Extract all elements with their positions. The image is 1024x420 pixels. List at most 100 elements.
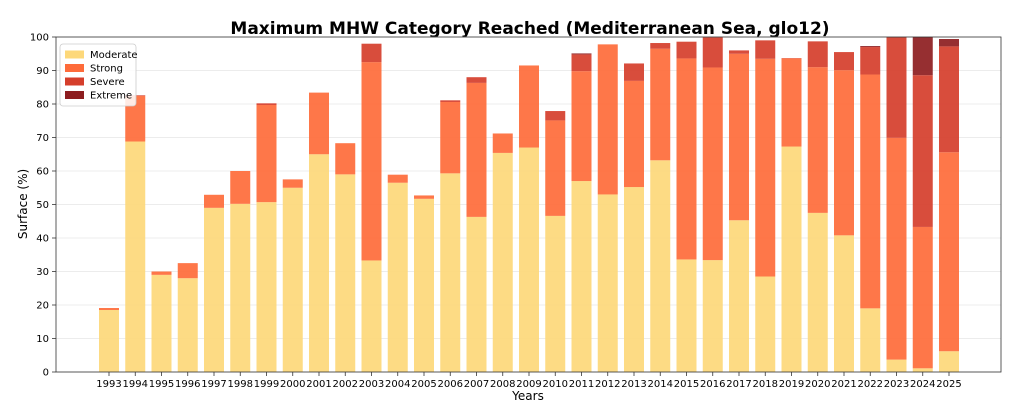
bar-moderate-1998 <box>230 203 251 372</box>
bar-extreme-2025 <box>939 39 959 47</box>
bar-moderate-1996 <box>177 278 198 372</box>
x-tick-label: 2016 <box>700 379 725 390</box>
y-tick-label: 60 <box>36 167 49 178</box>
bar-moderate-2002 <box>335 174 356 372</box>
legend-swatch-moderate <box>65 50 84 59</box>
x-tick-label: 1999 <box>254 379 279 390</box>
y-tick-label: 30 <box>36 267 49 278</box>
bar-severe-2025 <box>939 46 959 153</box>
bar-moderate-2001 <box>309 154 329 372</box>
bar-strong-2021 <box>834 70 854 236</box>
y-axis-label: Surface (%) <box>16 169 30 239</box>
bar-strong-2024 <box>912 226 933 369</box>
x-tick-label: 2013 <box>621 379 646 390</box>
x-tick-label: 2020 <box>805 379 830 390</box>
bar-extreme-2011 <box>571 53 592 55</box>
x-tick-label: 2021 <box>831 379 856 390</box>
bar-moderate-2010 <box>545 215 566 372</box>
bar-severe-2021 <box>834 52 854 71</box>
x-tick-label: 2022 <box>858 379 883 390</box>
y-tick-label: 80 <box>36 100 49 111</box>
chart-title: Maximum MHW Category Reached (Mediterran… <box>230 19 829 39</box>
bar-severe-2015 <box>676 41 697 59</box>
bar-strong-1997 <box>204 194 224 208</box>
legend-swatch-extreme <box>65 91 84 99</box>
x-tick-label: 1995 <box>149 379 174 390</box>
bar-moderate-1993 <box>99 310 119 372</box>
bar-moderate-2012 <box>597 194 618 372</box>
bar-moderate-2007 <box>466 216 487 372</box>
bar-strong-2018 <box>755 58 776 277</box>
x-tick-label: 2007 <box>464 379 489 390</box>
bar-moderate-2014 <box>650 160 671 372</box>
x-tick-label: 2004 <box>385 379 410 390</box>
bar-extreme-2022 <box>860 46 881 48</box>
bar-strong-2011 <box>571 71 592 182</box>
x-tick-label: 2001 <box>306 379 331 390</box>
bar-strong-1995 <box>151 271 172 275</box>
bar-moderate-2008 <box>492 152 513 372</box>
bar-moderate-2013 <box>624 187 644 372</box>
bar-strong-2000 <box>282 179 303 188</box>
bar-severe-2006 <box>440 100 461 102</box>
bar-severe-2014 <box>650 43 671 49</box>
legend-swatch-strong <box>65 64 84 72</box>
bar-strong-2003 <box>361 62 382 261</box>
bar-moderate-2006 <box>440 173 461 372</box>
y-tick-label: 20 <box>36 301 49 312</box>
legend-swatch-severe <box>65 77 84 86</box>
bar-strong-2005 <box>414 195 434 199</box>
bar-moderate-2021 <box>834 235 854 372</box>
bar-moderate-2011 <box>571 181 592 372</box>
legend: Moderate Strong Severe Extreme <box>59 43 138 107</box>
x-tick-label: 2006 <box>438 379 463 390</box>
y-axis: 0 10 20 30 40 50 60 70 80 90 100 <box>30 33 56 379</box>
bar-moderate-2019 <box>781 146 802 372</box>
bar-strong-2012 <box>597 44 618 195</box>
bar-moderate-2009 <box>519 147 539 372</box>
bar-severe-2024 <box>912 75 933 227</box>
bar-moderate-2023 <box>886 359 907 372</box>
x-tick-label: 2000 <box>280 379 305 390</box>
bar-strong-2010 <box>545 120 566 216</box>
y-tick-label: 50 <box>36 200 49 211</box>
x-tick-label: 2015 <box>674 379 699 390</box>
bar-severe-2003 <box>361 43 382 63</box>
x-tick-label: 2009 <box>516 379 541 390</box>
bar-strong-2006 <box>440 101 461 174</box>
bar-severe-1999 <box>256 103 277 106</box>
legend-label-severe: Severe <box>90 77 125 88</box>
x-tick-label: 2008 <box>490 379 515 390</box>
legend-box <box>59 43 137 107</box>
x-axis: 1993 1994 1995 1996 1997 1998 1999 2000 2001 2002… <box>96 372 962 390</box>
x-tick-label: 1998 <box>228 379 253 390</box>
bar-strong-1993 <box>99 308 119 311</box>
x-tick-label: 2011 <box>569 379 594 390</box>
bar-strong-2009 <box>519 65 539 148</box>
bar-strong-1996 <box>177 263 198 279</box>
x-tick-label: 2005 <box>411 379 436 390</box>
legend-label-strong: Strong <box>90 64 123 75</box>
bar-moderate-2018 <box>755 276 776 372</box>
bar-moderate-2005 <box>414 198 434 372</box>
bar-strong-2020 <box>807 67 828 213</box>
x-tick-label: 2014 <box>648 379 673 390</box>
bar-moderate-2017 <box>729 220 749 372</box>
legend-label-moderate: Moderate <box>90 50 138 61</box>
y-tick-label: 100 <box>30 33 49 44</box>
x-tick-label: 1997 <box>201 379 226 390</box>
y-tick-label: 90 <box>36 66 49 77</box>
bar-severe-2017 <box>729 50 749 54</box>
x-tick-label: 1994 <box>123 379 148 390</box>
bar-moderate-2004 <box>387 182 408 372</box>
bar-strong-2013 <box>624 80 644 188</box>
bar-severe-2007 <box>466 77 487 83</box>
bar-strong-2023 <box>886 137 907 360</box>
bar-moderate-2000 <box>282 187 303 372</box>
y-tick-label: 0 <box>43 368 49 379</box>
bar-moderate-1997 <box>204 207 224 372</box>
bar-moderate-2025 <box>939 351 959 372</box>
bar-moderate-2003 <box>361 260 382 372</box>
bars <box>99 37 959 373</box>
x-axis-label: Years <box>511 389 544 403</box>
